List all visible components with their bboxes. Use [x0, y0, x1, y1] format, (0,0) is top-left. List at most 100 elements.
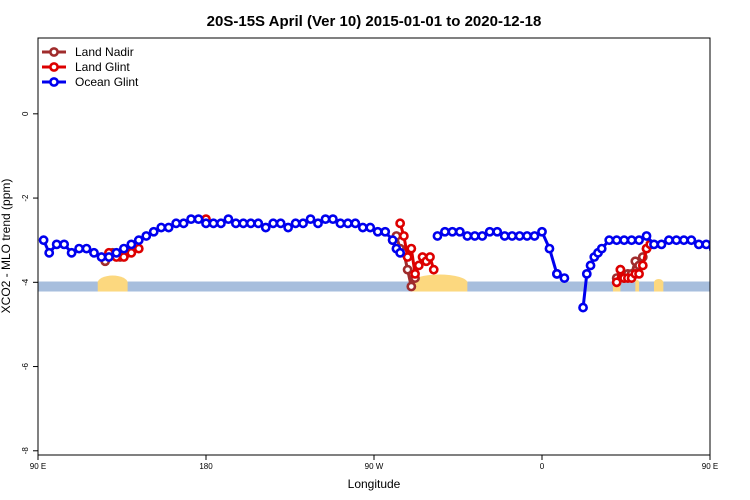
- legend-item: Land Glint: [42, 60, 130, 74]
- data-point: [141, 231, 152, 241]
- data-point: [313, 218, 323, 229]
- ocean-mask-band: [38, 281, 710, 292]
- data-point: [634, 235, 644, 246]
- x-tick-label: 90 E: [30, 462, 46, 471]
- y-tick-label: -4: [21, 278, 30, 286]
- data-point: [425, 252, 435, 262]
- data-point: [611, 277, 622, 288]
- land-mask-patch: [654, 281, 664, 292]
- data-point: [216, 218, 226, 229]
- data-point: [619, 235, 630, 246]
- land-mask-bump: [654, 278, 664, 287]
- data-point: [387, 235, 398, 246]
- data-point: [201, 218, 211, 229]
- data-point: [320, 214, 331, 225]
- data-point: [178, 218, 189, 229]
- data-point: [469, 231, 480, 241]
- data-point: [701, 239, 710, 250]
- land-mask-bump: [97, 275, 128, 290]
- data-point: [492, 226, 503, 237]
- legend-label: Land Nadir: [75, 45, 134, 59]
- data-point: [413, 260, 424, 271]
- data-point: [581, 268, 592, 279]
- data-point: [402, 252, 413, 262]
- x-tick-label: 90 E: [702, 462, 718, 471]
- data-point: [275, 218, 286, 229]
- data-point: [447, 226, 458, 237]
- data-point: [664, 235, 674, 246]
- data-point: [59, 239, 70, 250]
- data-point: [163, 222, 174, 233]
- data-point: [637, 260, 648, 271]
- data-point: [514, 231, 525, 241]
- data-point: [126, 247, 137, 258]
- series-line: [436, 230, 559, 275]
- data-point: [38, 235, 49, 246]
- data-point: [118, 243, 129, 254]
- data-point: [96, 252, 107, 262]
- y-tick-label: -6: [21, 362, 30, 370]
- data-point: [604, 235, 615, 246]
- land-mask: [38, 274, 710, 292]
- land-mask-patch: [635, 281, 640, 292]
- data-point: [111, 247, 122, 258]
- data-point: [305, 214, 316, 225]
- data-point: [454, 226, 465, 237]
- data-point: [718, 249, 725, 256]
- data-point: [507, 231, 518, 241]
- data-point: [357, 222, 368, 233]
- data-point: [585, 260, 596, 271]
- data-point: [596, 243, 607, 254]
- land-mask-bump: [411, 274, 468, 291]
- data-point: [268, 218, 279, 229]
- x-axis: 90 E 180 90 W 0 90 E: [30, 455, 718, 471]
- data-point: [133, 235, 144, 246]
- data-point: [156, 222, 167, 233]
- data-point: [428, 264, 439, 275]
- legend-swatch-marker: [49, 62, 59, 72]
- data-point: [626, 235, 637, 246]
- data-point: [484, 226, 495, 237]
- data-point: [253, 218, 264, 229]
- data-point: [529, 231, 540, 241]
- data-point: [544, 243, 555, 254]
- data-point: [477, 231, 488, 241]
- data-point: [328, 214, 338, 225]
- data-point: [283, 222, 294, 233]
- data-point: [432, 231, 443, 241]
- y-axis-label: XCO2 - MLO trend (ppm): [0, 179, 13, 314]
- data-point: [74, 243, 84, 254]
- y-tick-label: -2: [21, 194, 30, 202]
- data-point: [66, 247, 77, 258]
- data-point: [148, 226, 159, 237]
- data-point: [678, 235, 689, 246]
- data-point: [578, 302, 588, 313]
- y-tick-label: -8: [21, 447, 30, 455]
- x-axis-label: Longitude: [348, 477, 401, 491]
- data-point: [537, 226, 547, 237]
- data-point: [462, 231, 473, 241]
- data-point: [81, 243, 92, 254]
- data-point: [223, 214, 234, 225]
- data-point: [89, 247, 99, 258]
- data-point: [260, 222, 271, 233]
- data-point: [615, 264, 626, 275]
- data-point: [410, 268, 420, 279]
- legend-item: Land Nadir: [42, 45, 134, 59]
- y-axis: 0 -2 -4 -6 -8: [21, 111, 38, 454]
- data-point: [238, 218, 249, 229]
- legend-swatch-marker: [49, 47, 59, 57]
- data-point: [342, 218, 353, 229]
- series-ocean-glint: [38, 214, 747, 313]
- data-point: [245, 218, 256, 229]
- data-point: [671, 235, 682, 246]
- data-point: [290, 218, 301, 229]
- y-tick-label: 0: [21, 111, 30, 116]
- data-point: [522, 231, 532, 241]
- data-point: [171, 218, 182, 229]
- data-point: [406, 281, 417, 292]
- data-point: [398, 231, 409, 241]
- data-point: [740, 241, 747, 248]
- legend-swatch-marker: [49, 77, 59, 87]
